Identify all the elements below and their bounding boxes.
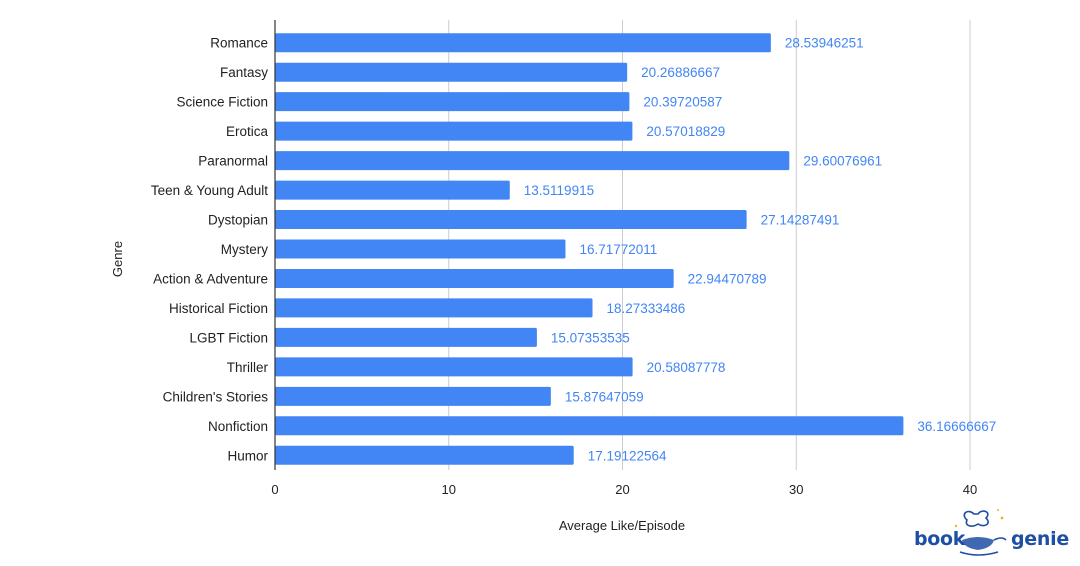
value-label: 20.58087778	[647, 360, 726, 375]
bar	[275, 416, 904, 436]
category-label: Dystopian	[208, 213, 268, 228]
bar	[275, 386, 551, 406]
bar	[275, 33, 771, 53]
value-label: 17.19122564	[588, 448, 667, 463]
bar	[275, 92, 630, 112]
value-label: 16.71772011	[579, 242, 657, 257]
x-tick-label: 40	[963, 482, 977, 497]
category-label: Children's Stories	[163, 389, 269, 404]
y-axis-title: Genre	[110, 241, 125, 277]
bar	[275, 121, 633, 141]
x-axis-title: Average Like/Episode	[559, 518, 685, 533]
category-labels: Romance Fantasy Science Fiction Erotica Para…	[151, 36, 269, 464]
category-label: Erotica	[226, 124, 269, 139]
bar	[275, 180, 510, 200]
value-label: 27.14287491	[761, 213, 840, 228]
logo-text-genie: genie	[1011, 528, 1069, 550]
value-label: 28.53946251	[785, 36, 864, 51]
value-label: 15.07353535	[551, 330, 630, 345]
category-label: Nonfiction	[208, 419, 268, 434]
x-tick-label: 0	[271, 482, 278, 497]
bar	[275, 210, 747, 230]
x-tick-labels: 0 10 20 30 40	[271, 482, 977, 497]
value-label: 22.94470789	[688, 271, 767, 286]
bar	[275, 268, 674, 288]
logo-text-book: book	[914, 528, 966, 550]
category-label: Thriller	[227, 360, 269, 375]
value-label: 36.16666667	[917, 419, 996, 434]
bar	[275, 239, 566, 259]
category-label: Action & Adventure	[153, 271, 268, 286]
book-genie-logo: book genie	[912, 506, 1072, 562]
value-label: 20.26886667	[641, 65, 720, 80]
category-label: Romance	[210, 36, 268, 51]
value-label: 20.39720587	[643, 95, 722, 110]
category-label: Historical Fiction	[169, 301, 268, 316]
bar	[275, 151, 790, 171]
x-tick-label: 30	[789, 482, 803, 497]
category-label: Teen & Young Adult	[151, 183, 268, 198]
category-label: Fantasy	[220, 65, 268, 80]
genie-lamp-icon	[954, 509, 1007, 556]
value-labels: 28.53946251 20.26886667 20.39720587 20.5701…	[524, 36, 996, 464]
value-label: 13.5119915	[524, 183, 594, 198]
x-tick-label: 10	[442, 482, 456, 497]
value-label: 29.60076961	[803, 154, 882, 169]
category-label: Science Fiction	[176, 95, 268, 110]
bar	[275, 327, 537, 347]
value-label: 20.57018829	[646, 124, 725, 139]
bar	[275, 62, 628, 82]
bar	[275, 298, 593, 318]
category-label: Humor	[227, 448, 268, 463]
value-label: 18.27333486	[606, 301, 685, 316]
x-tick-label: 20	[615, 482, 629, 497]
bars	[275, 33, 904, 465]
bar	[275, 445, 574, 465]
bar	[275, 357, 633, 377]
category-label: LGBT Fiction	[189, 330, 268, 345]
value-label: 15.87647059	[565, 389, 644, 404]
category-label: Mystery	[221, 242, 269, 257]
category-label: Paranormal	[198, 154, 268, 169]
